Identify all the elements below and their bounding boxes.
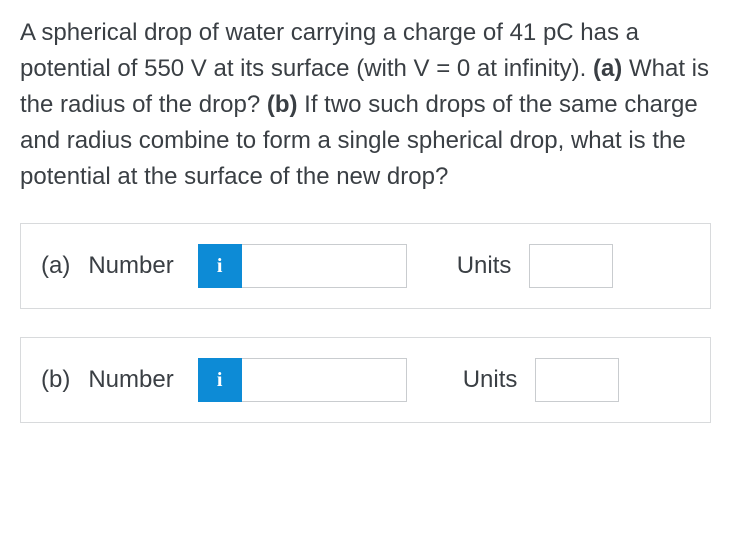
info-icon[interactable]: i xyxy=(198,358,242,402)
part-a-units-input[interactable] xyxy=(529,244,613,288)
question-label-b: (b) xyxy=(267,91,298,118)
question-label-a: (a) xyxy=(593,55,622,82)
answer-row-a: (a) Number i Units xyxy=(20,223,711,309)
question-text: A spherical drop of water carrying a cha… xyxy=(20,15,711,195)
part-b-units-input[interactable] xyxy=(535,358,619,402)
info-icon[interactable]: i xyxy=(198,244,242,288)
part-a-letter: (a) xyxy=(41,252,70,279)
part-a-label: (a) Number xyxy=(41,252,174,280)
question-part-1: A spherical drop of water carrying a cha… xyxy=(20,19,639,82)
part-b-label: (b) Number xyxy=(41,366,174,394)
part-b-number-label: Number xyxy=(88,366,173,393)
part-a-number-input[interactable] xyxy=(242,244,407,288)
part-b-number-input[interactable] xyxy=(242,358,407,402)
part-b-units-label: Units xyxy=(463,366,518,394)
part-a-number-label: Number xyxy=(88,252,173,279)
part-b-letter: (b) xyxy=(41,366,70,393)
answer-row-b: (b) Number i Units xyxy=(20,337,711,423)
part-a-units-label: Units xyxy=(457,252,512,280)
